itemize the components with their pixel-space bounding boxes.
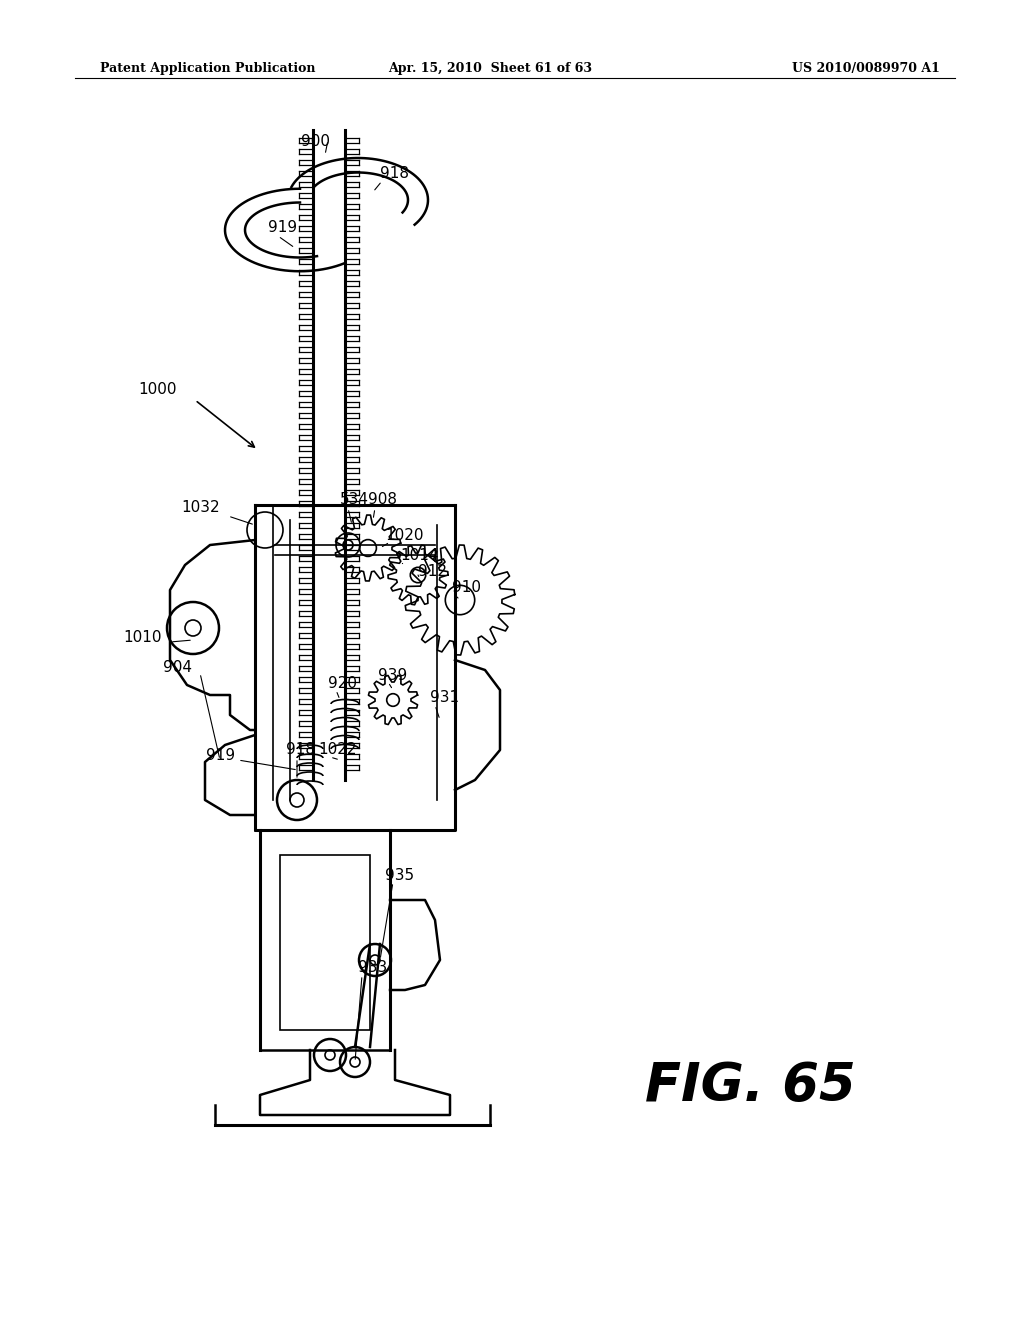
Text: 935: 935 <box>385 867 414 883</box>
Text: 918: 918 <box>380 165 409 181</box>
Text: 1020: 1020 <box>385 528 424 543</box>
Text: 1022: 1022 <box>318 742 356 758</box>
Text: 1014: 1014 <box>400 548 438 562</box>
Text: 912: 912 <box>418 565 447 579</box>
Bar <box>280 855 370 1030</box>
Text: 918: 918 <box>286 742 315 758</box>
Text: Patent Application Publication: Patent Application Publication <box>100 62 315 75</box>
Text: 908: 908 <box>368 492 397 507</box>
Text: 904: 904 <box>163 660 193 676</box>
Text: 1000: 1000 <box>138 383 176 397</box>
Text: 933: 933 <box>358 961 387 975</box>
Text: US 2010/0089970 A1: US 2010/0089970 A1 <box>793 62 940 75</box>
Text: 931: 931 <box>430 690 459 705</box>
Text: 1032: 1032 <box>181 500 220 516</box>
Text: Apr. 15, 2010  Sheet 61 of 63: Apr. 15, 2010 Sheet 61 of 63 <box>388 62 592 75</box>
Text: 534: 534 <box>340 492 369 507</box>
Text: 1010: 1010 <box>124 631 162 645</box>
Text: 900: 900 <box>301 135 331 149</box>
Text: FIG. 65: FIG. 65 <box>645 1060 856 1111</box>
Text: 919: 919 <box>268 220 297 235</box>
Text: 920: 920 <box>328 676 357 690</box>
Text: 919: 919 <box>206 747 234 763</box>
Text: 910: 910 <box>452 581 481 595</box>
Text: 939: 939 <box>378 668 408 682</box>
